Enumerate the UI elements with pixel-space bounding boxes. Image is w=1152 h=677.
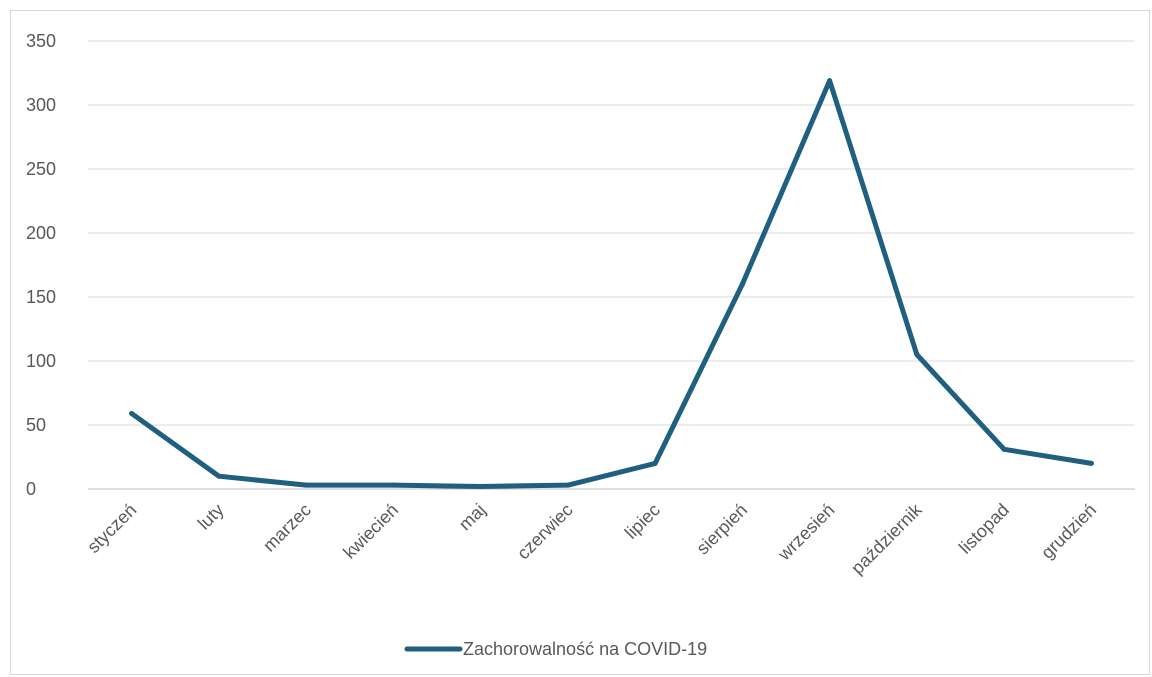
- x-tick-label: kwiecień: [339, 500, 402, 563]
- data-point: [129, 410, 135, 416]
- y-tick-label: 200: [26, 223, 56, 243]
- x-tick-label: listopad: [955, 500, 1013, 558]
- gridlines: [88, 40, 1135, 490]
- data-point: [739, 281, 745, 287]
- y-axis: 0 50 100 150 200 250 300 350: [26, 31, 56, 499]
- x-tick-label: grudzień: [1037, 500, 1100, 563]
- data-point: [827, 78, 833, 84]
- data-point: [914, 352, 920, 358]
- data-point: [390, 482, 396, 488]
- x-tick-label: styczeń: [83, 500, 140, 557]
- data-point: [478, 483, 484, 489]
- data-point: [652, 460, 658, 466]
- x-tick-label: lipiec: [621, 500, 664, 543]
- series-group: [129, 78, 1094, 489]
- x-tick-label: luty: [194, 500, 228, 534]
- x-tick-label: maj: [455, 500, 490, 535]
- y-tick-label: 250: [26, 159, 56, 179]
- x-axis: styczeń luty marzec kwiecień maj czerwiec lipi…: [83, 499, 1100, 578]
- chart-frame: [10, 10, 1150, 675]
- x-tick-label: marzec: [259, 500, 315, 556]
- y-tick-label: 0: [26, 479, 36, 499]
- data-point: [216, 473, 222, 479]
- data-point: [1088, 460, 1094, 466]
- series-line: [129, 78, 1094, 489]
- y-tick-label: 150: [26, 287, 56, 307]
- data-point: [303, 482, 309, 488]
- x-tick-label: sierpień: [692, 500, 751, 559]
- legend-label: Zachorowalność na COVID-19: [463, 639, 707, 659]
- data-point: [565, 482, 571, 488]
- y-tick-label: 300: [26, 95, 56, 115]
- x-tick-label: wrzesień: [773, 500, 838, 565]
- y-tick-label: 50: [26, 415, 46, 435]
- data-point: [1001, 446, 1007, 452]
- y-tick-label: 100: [26, 351, 56, 371]
- x-tick-label: październik: [847, 499, 926, 578]
- x-tick-label: czerwiec: [513, 500, 577, 564]
- legend: Zachorowalność na COVID-19: [404, 639, 707, 659]
- y-tick-label: 350: [26, 31, 56, 51]
